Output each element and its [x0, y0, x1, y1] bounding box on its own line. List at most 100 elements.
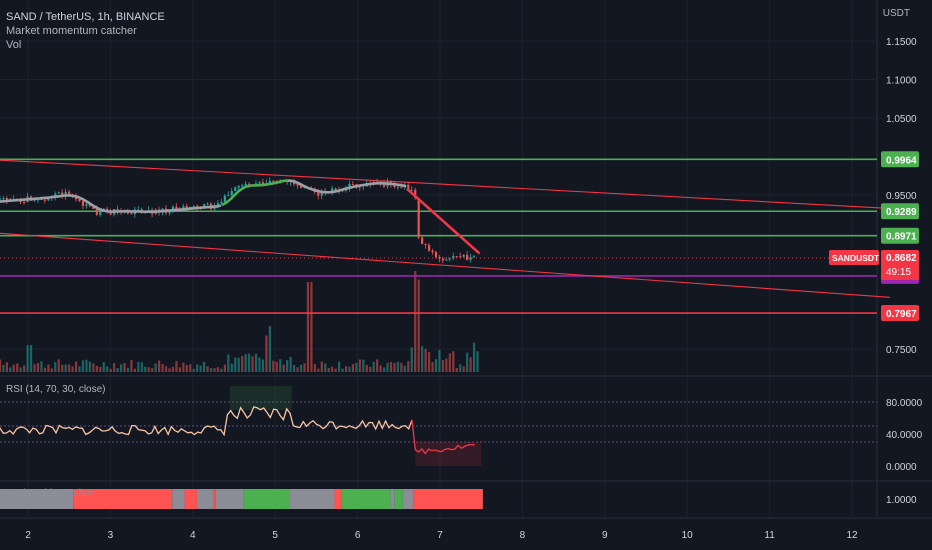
candle-body — [421, 237, 424, 244]
level-badge[interactable] — [881, 305, 919, 322]
candle-body — [88, 204, 92, 207]
candle-body — [185, 206, 188, 209]
volume-bar — [102, 362, 105, 372]
volume-bar — [171, 366, 175, 372]
time-tick-label: 8 — [520, 530, 526, 541]
side-segment — [0, 489, 74, 509]
volume-bar — [424, 348, 427, 372]
volume-bar — [9, 367, 12, 372]
volume-bar — [407, 361, 410, 372]
volume-bar — [459, 364, 462, 372]
volume-bar — [331, 366, 334, 372]
volume-bar — [119, 364, 123, 372]
candle-body — [261, 182, 265, 185]
volume-bar — [427, 352, 431, 372]
candle-body — [417, 198, 420, 238]
candle-body — [85, 204, 88, 206]
volume-bar — [268, 326, 271, 372]
volume-bar — [362, 359, 365, 372]
side-pane-title[interactable]: Market side catcher — [6, 488, 94, 499]
volume-bar — [389, 361, 393, 372]
volume-bar — [286, 360, 289, 372]
candle-body — [272, 180, 275, 182]
volume-bar — [189, 364, 192, 372]
volume-bar — [400, 362, 403, 372]
volume-bar — [206, 366, 209, 372]
level-badge[interactable] — [881, 151, 919, 168]
volume-bar — [275, 361, 278, 372]
price-badge — [881, 249, 919, 280]
volume-bar — [241, 355, 244, 372]
volume-bar — [324, 363, 327, 372]
volume-bar — [258, 357, 261, 372]
candle-body — [434, 252, 438, 258]
volume-bar — [334, 368, 337, 372]
volume-bar — [0, 359, 2, 372]
side-segment — [290, 489, 335, 509]
volume-bar — [265, 335, 268, 372]
candle-body — [459, 256, 462, 258]
indicator-volume-label[interactable]: Vol — [6, 39, 22, 51]
candle-body — [414, 189, 417, 199]
candle-body — [2, 198, 5, 200]
volume-bar — [234, 357, 237, 372]
volume-bar — [299, 364, 303, 372]
volume-bar — [137, 361, 140, 372]
candle-body — [47, 198, 50, 201]
candle-body — [78, 199, 81, 202]
countdown-label: 49:15 — [886, 267, 911, 278]
volume-bar — [248, 353, 251, 372]
volume-bar — [5, 362, 8, 372]
volume-bar — [71, 366, 74, 372]
volume-bar — [19, 367, 22, 372]
time-axis[interactable]: 2 3 4 5 6 7 8 9 10 11 12 — [25, 530, 858, 541]
volume-bar — [431, 362, 434, 372]
volume-bar — [348, 366, 351, 372]
volume-bar — [144, 366, 147, 372]
volume-bar — [396, 361, 400, 372]
candle-body — [407, 184, 410, 191]
rsi-line-oversold — [411, 419, 475, 455]
candle-body — [351, 183, 355, 185]
time-tick-label: 3 — [108, 530, 114, 541]
side-tick-label: 1.0000 — [886, 495, 917, 506]
volume-bar — [379, 365, 382, 372]
volume-bar — [2, 364, 5, 372]
volume-bar — [78, 366, 81, 372]
trendline[interactable] — [0, 230, 890, 298]
candle-body — [438, 257, 441, 259]
level-badge[interactable] — [881, 203, 919, 220]
side-segment — [413, 489, 483, 509]
volume-bar — [386, 362, 389, 372]
volume-bars — [0, 271, 479, 372]
volume-bar — [417, 279, 420, 372]
candle-body — [296, 184, 299, 186]
side-segment — [402, 489, 414, 509]
indicator-momentum-label[interactable]: Market momentum catcher — [6, 25, 137, 37]
time-tick-label: 7 — [437, 530, 443, 541]
volume-bar — [351, 364, 355, 372]
volume-bar — [313, 363, 316, 372]
candle-body — [192, 205, 195, 207]
volume-bar — [16, 363, 19, 372]
volume-bar — [327, 367, 330, 372]
side-segment — [215, 489, 244, 509]
symbol-title[interactable]: SAND / TetherUS, 1h, BINANCE — [6, 11, 165, 23]
level-badge[interactable] — [881, 227, 919, 244]
candle-body — [299, 185, 303, 188]
candle-body — [234, 187, 237, 191]
current-price-badge[interactable]: SANDUSDT 0.8682 49:15 — [829, 249, 919, 280]
volume-bar — [161, 364, 164, 372]
rsi-pane-title[interactable]: RSI (14, 70, 30, close) — [6, 384, 106, 395]
volume-bar — [282, 364, 285, 372]
currency-label: USDT — [882, 8, 910, 19]
trendline[interactable] — [0, 158, 890, 210]
volume-bar — [445, 358, 448, 372]
volume-bar — [393, 363, 396, 372]
rsi-tick-label: 0.0000 — [886, 462, 917, 473]
volume-bar — [292, 365, 296, 372]
volume-bar — [438, 349, 441, 372]
